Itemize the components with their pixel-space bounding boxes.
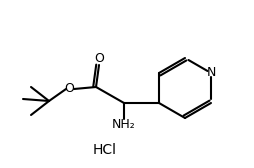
Text: N: N <box>206 67 216 79</box>
Text: NH₂: NH₂ <box>112 118 136 132</box>
Text: HCl: HCl <box>93 143 117 157</box>
Text: O: O <box>64 82 74 95</box>
Text: O: O <box>94 52 104 66</box>
